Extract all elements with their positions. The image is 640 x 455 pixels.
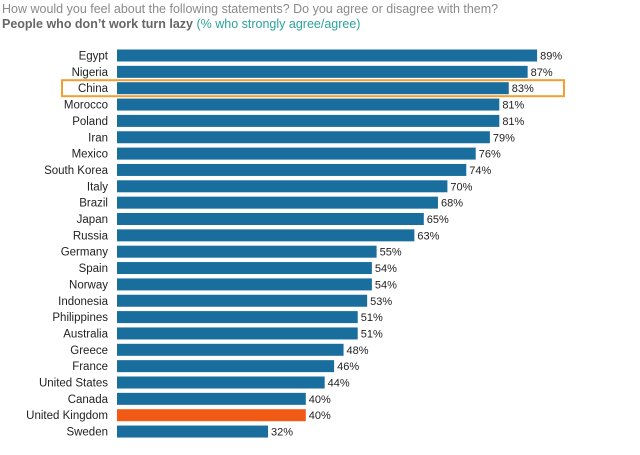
category-label-south-korea: South Korea xyxy=(44,165,109,177)
bar-indonesia xyxy=(117,294,368,307)
category-label-canada: Canada xyxy=(68,394,109,406)
category-label-germany: Germany xyxy=(61,247,109,259)
bar-russia xyxy=(117,229,415,242)
bar-morocco xyxy=(117,98,500,111)
bar-united-states xyxy=(117,376,325,389)
category-label-greece: Greece xyxy=(70,345,108,357)
value-label-mexico: 76% xyxy=(479,149,501,161)
value-label-australia: 51% xyxy=(361,328,383,340)
category-label-sweden: Sweden xyxy=(66,427,108,439)
value-label-france: 46% xyxy=(337,361,359,373)
bar-nigeria xyxy=(117,65,528,78)
bar-poland xyxy=(117,114,500,127)
bar-germany xyxy=(117,245,377,258)
value-label-indonesia: 53% xyxy=(370,296,392,308)
bar-france xyxy=(117,360,335,373)
bar-brazil xyxy=(117,196,438,209)
value-label-brazil: 68% xyxy=(441,198,463,210)
bar-sweden xyxy=(117,425,269,438)
category-label-japan: Japan xyxy=(77,214,108,226)
value-label-nigeria: 87% xyxy=(531,67,553,79)
value-label-united-kingdom: 40% xyxy=(309,410,331,422)
chart-note: (% who strongly agree/agree) xyxy=(196,17,361,31)
bar-norway xyxy=(117,278,372,291)
chart-subtitle: People who don’t work turn lazy (% who s… xyxy=(2,17,360,31)
value-label-south-korea: 74% xyxy=(469,165,491,177)
bar-egypt xyxy=(117,49,538,62)
value-label-greece: 48% xyxy=(347,345,369,357)
category-label-indonesia: Indonesia xyxy=(58,296,108,308)
category-label-mexico: Mexico xyxy=(72,149,108,161)
category-label-egypt: Egypt xyxy=(79,51,109,63)
bar-japan xyxy=(117,213,424,225)
bar-united-kingdom xyxy=(117,409,306,422)
value-label-norway: 54% xyxy=(375,279,397,291)
value-label-egypt: 89% xyxy=(540,51,562,63)
category-label-united-kingdom: United Kingdom xyxy=(26,410,108,422)
category-label-australia: Australia xyxy=(63,328,108,340)
value-label-sweden: 32% xyxy=(271,427,293,439)
category-label-philippines: Philippines xyxy=(52,312,108,324)
category-label-poland: Poland xyxy=(72,116,108,128)
bar-iran xyxy=(117,131,490,144)
value-label-spain: 54% xyxy=(375,263,397,275)
value-label-china: 83% xyxy=(512,83,534,95)
bar-australia xyxy=(117,327,358,340)
category-label-iran: Iran xyxy=(88,132,108,144)
value-label-russia: 63% xyxy=(417,230,439,242)
category-label-united-states: United States xyxy=(39,378,108,390)
chart-statement: People who don’t work turn lazy xyxy=(2,17,193,31)
chart-question: How would you feel about the following s… xyxy=(2,2,499,16)
bar-china xyxy=(117,82,509,95)
value-label-iran: 79% xyxy=(493,132,515,144)
bar-spain xyxy=(117,262,372,275)
value-label-united-states: 44% xyxy=(328,378,350,390)
value-label-canada: 40% xyxy=(309,394,331,406)
value-label-morocco: 81% xyxy=(502,100,524,112)
bar-mexico xyxy=(117,147,476,160)
bar-south-korea xyxy=(117,163,467,176)
bar-greece xyxy=(117,343,344,356)
bar-canada xyxy=(117,392,306,405)
value-label-philippines: 51% xyxy=(361,312,383,324)
value-label-germany: 55% xyxy=(380,247,402,259)
category-label-china: China xyxy=(78,83,109,95)
value-label-japan: 65% xyxy=(427,214,449,226)
category-label-nigeria: Nigeria xyxy=(72,67,109,79)
value-label-italy: 70% xyxy=(450,181,472,193)
category-label-italy: Italy xyxy=(87,181,108,193)
category-label-france: France xyxy=(72,361,108,373)
value-label-poland: 81% xyxy=(502,116,524,128)
highlight-box-china xyxy=(61,79,565,98)
category-label-russia: Russia xyxy=(73,230,109,242)
category-label-spain: Spain xyxy=(79,263,108,275)
category-label-brazil: Brazil xyxy=(79,198,108,210)
category-label-norway: Norway xyxy=(69,279,108,291)
bar-italy xyxy=(117,180,448,193)
bar-philippines xyxy=(117,311,358,324)
category-label-morocco: Morocco xyxy=(64,100,108,112)
